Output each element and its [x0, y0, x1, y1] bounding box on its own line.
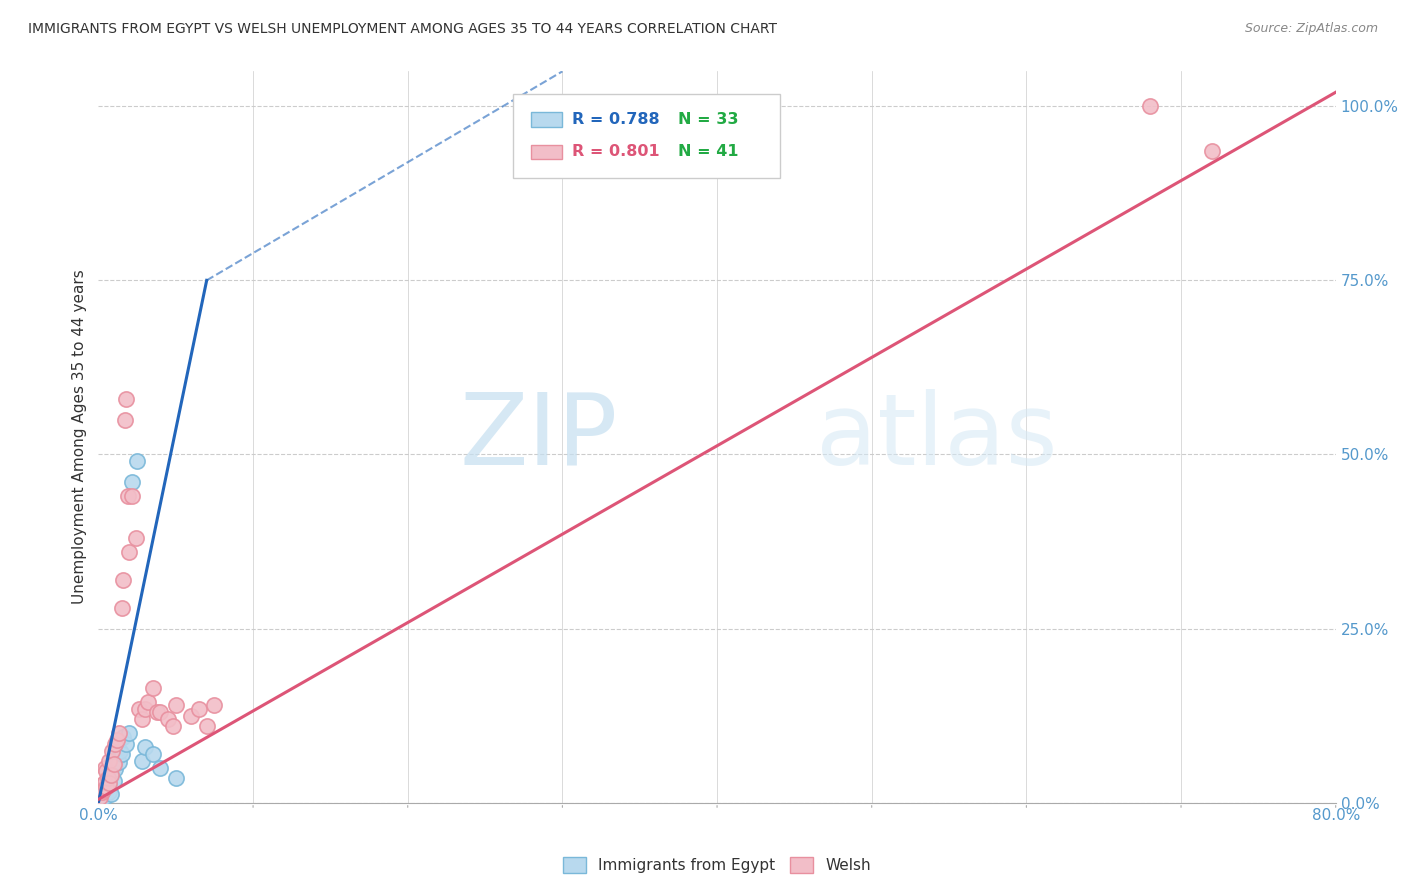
Point	[105, 733, 128, 747]
Point	[93, 790, 115, 805]
Point	[91, 783, 114, 797]
Point	[93, 778, 115, 792]
Point	[97, 780, 120, 795]
Text: atlas: atlas	[815, 389, 1057, 485]
Point	[111, 747, 134, 761]
Point	[112, 730, 135, 744]
Point	[100, 768, 122, 782]
Point	[134, 702, 156, 716]
Point	[100, 788, 122, 802]
Point	[111, 600, 134, 615]
Point	[1201, 145, 1223, 159]
Text: Source: ZipAtlas.com: Source: ZipAtlas.com	[1244, 22, 1378, 36]
Point	[103, 757, 125, 772]
Point	[98, 785, 121, 799]
Point	[104, 763, 127, 777]
Point	[118, 726, 141, 740]
Point	[105, 750, 128, 764]
Point	[90, 785, 112, 799]
Point	[162, 719, 184, 733]
Point	[89, 792, 111, 806]
Point	[1139, 99, 1161, 113]
Point	[103, 757, 125, 772]
Point	[121, 489, 143, 503]
Point	[96, 775, 118, 789]
Point	[124, 531, 146, 545]
Y-axis label: Unemployment Among Ages 35 to 44 years: Unemployment Among Ages 35 to 44 years	[72, 269, 87, 605]
Point	[146, 705, 169, 719]
Point	[165, 772, 187, 786]
Point	[188, 702, 211, 716]
Point	[121, 475, 143, 490]
Point	[100, 768, 122, 782]
Point	[115, 392, 138, 406]
Point	[115, 737, 138, 751]
Point	[108, 743, 131, 757]
Point	[127, 454, 149, 468]
Point	[89, 790, 111, 805]
Point	[142, 747, 165, 761]
Point	[96, 764, 118, 779]
Point	[93, 761, 115, 775]
Text: N = 41: N = 41	[678, 145, 738, 159]
Point	[131, 754, 153, 768]
Point	[142, 681, 165, 695]
Point	[204, 698, 226, 713]
Point	[90, 778, 112, 792]
Point	[180, 708, 202, 723]
Point	[128, 702, 150, 716]
Text: R = 0.801: R = 0.801	[572, 145, 659, 159]
Point	[93, 775, 115, 789]
Point	[91, 788, 114, 802]
Text: N = 33: N = 33	[678, 112, 738, 127]
Point	[157, 712, 180, 726]
Point	[165, 698, 187, 713]
Point	[101, 764, 124, 779]
Legend: Immigrants from Egypt, Welsh: Immigrants from Egypt, Welsh	[557, 851, 877, 880]
Point	[90, 789, 112, 803]
Point	[114, 412, 136, 426]
Point	[195, 719, 218, 733]
Point	[107, 726, 129, 740]
Point	[112, 573, 135, 587]
Point	[90, 785, 112, 799]
Point	[98, 776, 121, 790]
Point	[96, 780, 118, 795]
Point	[103, 773, 125, 788]
Point	[117, 489, 139, 503]
Text: ZIP: ZIP	[460, 389, 619, 485]
Point	[149, 705, 172, 719]
Text: R = 0.788: R = 0.788	[572, 112, 659, 127]
Point	[96, 783, 118, 797]
Point	[98, 754, 121, 768]
Point	[118, 545, 141, 559]
Point	[136, 695, 159, 709]
Point	[97, 772, 120, 786]
Point	[149, 761, 172, 775]
Text: IMMIGRANTS FROM EGYPT VS WELSH UNEMPLOYMENT AMONG AGES 35 TO 44 YEARS CORRELATIO: IMMIGRANTS FROM EGYPT VS WELSH UNEMPLOYM…	[28, 22, 778, 37]
Point	[101, 743, 124, 757]
Point	[134, 740, 156, 755]
Point	[107, 756, 129, 770]
Point	[91, 781, 114, 796]
Point	[98, 776, 121, 790]
Point	[131, 712, 153, 726]
Point	[104, 737, 127, 751]
Point	[97, 772, 120, 786]
